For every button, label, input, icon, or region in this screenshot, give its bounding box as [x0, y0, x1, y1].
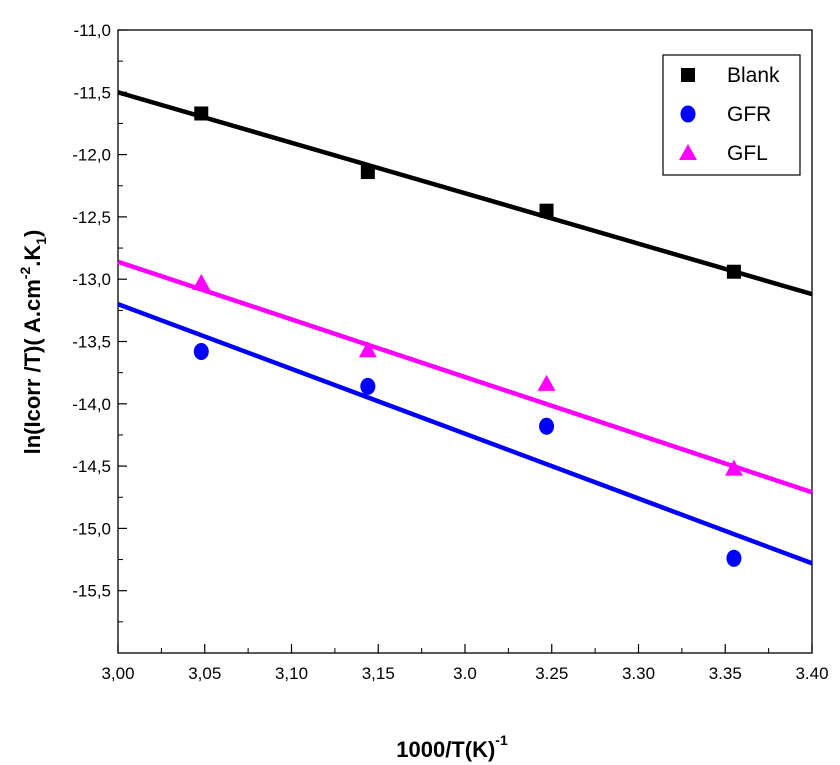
y-axis-title: ln(Icorr /T)( A.cm-2.K1)	[17, 230, 49, 455]
x-tick-label: 3,15	[362, 664, 395, 683]
y-tick-label: -15,5	[72, 582, 111, 601]
x-tick-label: 3.40	[795, 664, 828, 683]
x-axis-title: 1000/T(K)-1	[396, 732, 508, 762]
legend-marker-blank	[681, 68, 695, 82]
x-tick-label: 3.35	[709, 664, 742, 683]
y-axis-title-end: )	[20, 230, 45, 237]
y-axis-title-text: ln(Icorr /T)( A.cm	[20, 279, 45, 454]
point-gfl-2	[537, 374, 556, 391]
y-axis-title-middle: .K	[20, 245, 45, 267]
y-axis: -11,0 -11,5 -12,0 -12,5 -13,0 -13,5 -14,0 -14,5…	[72, 21, 127, 623]
y-tick-label: -13,0	[72, 270, 111, 289]
y-axis-title-superscript: -2	[17, 267, 33, 280]
fit-line-gfl	[117, 259, 813, 495]
point-blank-0	[194, 106, 209, 121]
x-tick-label: 3.30	[622, 664, 655, 683]
y-tick-label: -11,0	[74, 21, 112, 40]
legend-marker-gfr	[680, 105, 696, 123]
x-tick-label: 3.0	[453, 664, 477, 683]
x-tick-label: 3,05	[188, 664, 221, 683]
point-blank-3	[726, 264, 741, 279]
x-tick-label: 3,10	[275, 664, 308, 683]
y-tick-label: -12,0	[72, 146, 111, 165]
point-blank-1	[360, 165, 375, 180]
fit-line-gfr	[117, 302, 813, 566]
y-tick-label: -12,5	[72, 208, 111, 227]
legend-label-gfl: GFL	[727, 142, 768, 165]
y-axis-title-subscript: 1	[33, 237, 49, 245]
y-tick-label: -15,0	[72, 519, 111, 538]
point-gfl-1	[358, 341, 377, 358]
point-gfr-1	[360, 377, 376, 395]
x-axis-title-superscript: -1	[495, 732, 508, 748]
y-tick-label: -11,5	[74, 83, 112, 102]
legend: Blank GFR GFL	[662, 54, 801, 176]
legend-label-blank: Blank	[727, 64, 780, 87]
x-axis: 3,00 3,05 3,10 3,15 3.0 3.25 3.30 3.35 3.40	[101, 644, 829, 683]
y-tick-label: -14,5	[72, 457, 111, 476]
x-axis-title-text: 1000/T(K)	[396, 737, 495, 762]
point-blank-2	[539, 203, 554, 218]
legend-marker-gfl	[679, 144, 697, 160]
x-tick-label: 3.25	[535, 664, 568, 683]
x-tick-label: 3,00	[101, 664, 134, 683]
point-gfr-2	[539, 417, 555, 435]
data-points	[192, 106, 743, 567]
y-tick-label: -14,0	[72, 395, 111, 414]
legend-label-gfr: GFR	[727, 103, 771, 126]
fit-lines	[117, 90, 813, 566]
fit-line-blank	[117, 90, 813, 297]
point-gfr-3	[726, 549, 742, 567]
point-gfr-0	[193, 342, 209, 360]
y-tick-label: -13,5	[72, 333, 111, 352]
point-gfl-0	[192, 273, 211, 290]
point-gfl-3	[724, 459, 743, 476]
